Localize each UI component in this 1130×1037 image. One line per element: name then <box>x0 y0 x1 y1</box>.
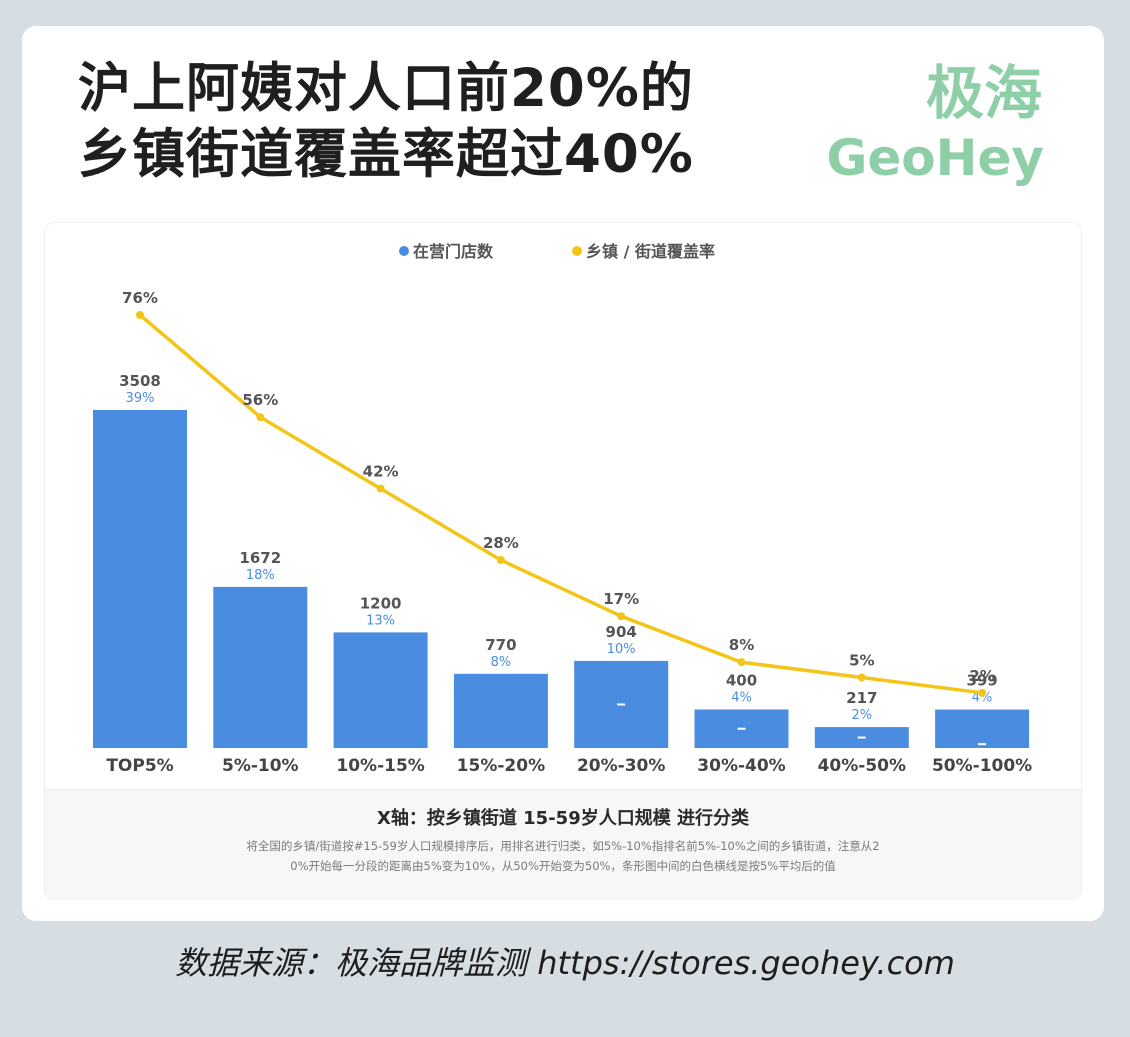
bar-value-label: 1200 <box>360 594 402 612</box>
axis-note-title: X轴：按乡镇街道 15-59岁人口规模 进行分类 <box>377 808 749 829</box>
coverage-point <box>737 658 746 667</box>
bar-share-label: 10% <box>607 642 636 657</box>
bar-value-label: 1672 <box>239 549 281 567</box>
coverage-point <box>496 556 505 565</box>
axis-note-line-2: 0%开始每一分段的距离由5%变为10%，从50%开始变为50%，条形图中间的白色… <box>290 859 836 873</box>
x-tick-label: 10%-15% <box>336 756 424 776</box>
coverage-label: 42% <box>363 463 399 481</box>
coverage-label: 2% <box>969 667 994 685</box>
bar-share-label: 18% <box>246 568 275 583</box>
legend-label-coverage: 乡镇 / 街道覆盖率 <box>586 242 715 261</box>
bar-value-label: 904 <box>606 623 637 641</box>
coverage-line <box>138 313 983 695</box>
coverage-point <box>136 311 144 319</box>
bar-share-label: 8% <box>491 655 512 670</box>
bar-value-label: 400 <box>726 671 757 689</box>
legend-label-stores: 在营门店数 <box>413 242 494 261</box>
axis-note-line-1: 将全国的乡镇/街道按#15-59岁人口规模排序后，用排名进行归类，如5%-10%… <box>246 839 880 853</box>
x-tick-label: 40%-50% <box>818 756 906 776</box>
coverage-label: 17% <box>603 590 639 608</box>
x-tick-label: 20%-30% <box>577 756 665 776</box>
coverage-point <box>376 484 385 493</box>
bar-value-label: 217 <box>846 689 877 707</box>
bar-share-label: 39% <box>126 391 155 406</box>
axis-note-text: 将全国的乡镇/街道按#15-59岁人口规模排序后，用排名进行归类，如5%-10%… <box>185 836 941 876</box>
chart-panel: 在营门店数 乡镇 / 街道覆盖率 3508 39% 1672 18% 1200 13% 770 8… <box>44 222 1082 900</box>
brand-logo-en: GeoHey <box>826 129 1044 187</box>
coverage-point <box>978 688 987 697</box>
coverage-point <box>617 612 626 621</box>
bar-share-label: 4% <box>972 691 993 706</box>
coverage-label: 5% <box>849 651 874 669</box>
coverage-label: 28% <box>483 534 519 552</box>
legend-marker-stores <box>399 246 409 256</box>
bar-value-label: 3508 <box>119 372 161 390</box>
combo-chart: 在营门店数 乡镇 / 街道覆盖率350839%167218%120013%7708… <box>93 242 1032 776</box>
x-tick-label: 30%-40% <box>697 756 785 776</box>
brand-logo-cn: 极海 <box>925 59 1042 127</box>
bar-share-label: 4% <box>731 690 752 705</box>
bar-stores <box>333 632 428 748</box>
bar-stores <box>935 709 1030 748</box>
main-card: 沪上阿姨对人口前20%的 乡镇街道覆盖率超过40% 极海 GeoHey 在营门店… <box>22 26 1104 921</box>
coverage-label: 76% <box>122 289 158 307</box>
coverage-label: 56% <box>242 391 278 409</box>
bar-stores <box>93 410 187 748</box>
x-tick-label: TOP5% <box>106 756 173 776</box>
bar-share-label: 13% <box>366 613 395 628</box>
title-line-1: 沪上阿姨对人口前20%的 <box>78 58 694 119</box>
bar-stores <box>213 586 308 748</box>
axis-note-panel: X轴：按乡镇街道 15-59岁人口规模 进行分类 将全国的乡镇/街道按#15-5… <box>45 789 1081 900</box>
title-line-2: 乡镇街道覆盖率超过40% <box>78 124 694 185</box>
page-title: 沪上阿姨对人口前20%的 乡镇街道覆盖率超过40% <box>78 56 778 188</box>
x-tick-label: 5%-10% <box>222 756 299 776</box>
bar-stores <box>453 673 548 748</box>
x-tick-label: 15%-20% <box>457 756 545 776</box>
data-source-footer: 数据来源：极海品牌监测 https://stores.geohey.com <box>175 944 955 982</box>
bar-value-label: 770 <box>485 636 516 654</box>
bar-share-label: 2% <box>851 708 872 723</box>
bar-value-label: 399 <box>966 672 997 690</box>
coverage-point <box>256 413 265 422</box>
coverage-label: 8% <box>729 636 754 654</box>
legend-marker-coverage <box>572 246 582 256</box>
x-tick-label: 50%-100% <box>932 756 1032 776</box>
coverage-point <box>857 673 866 682</box>
